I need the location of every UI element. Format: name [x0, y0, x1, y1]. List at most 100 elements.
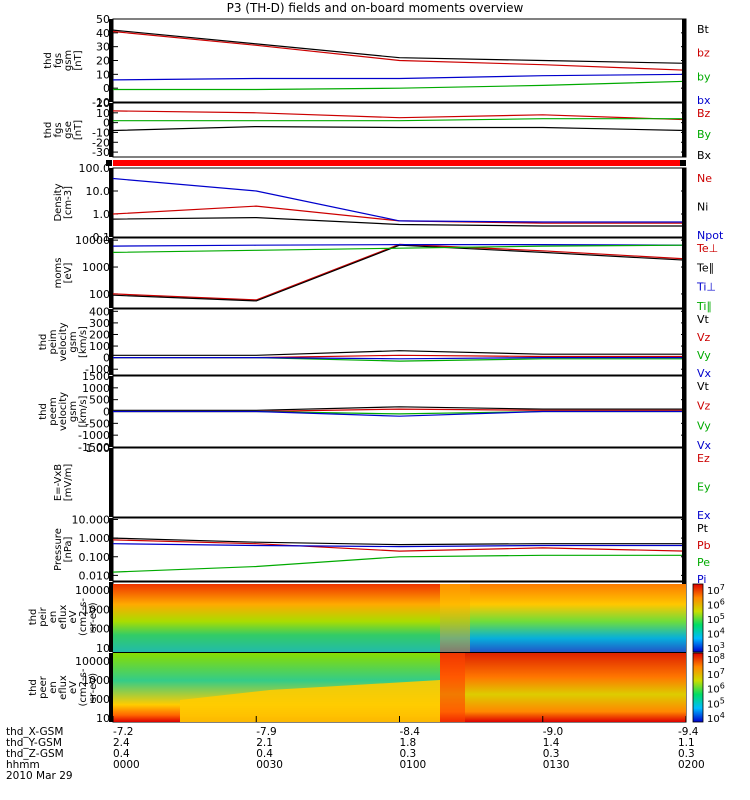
y-tick-label: 10: [96, 68, 110, 81]
y-axis-label-line: (cm2-s-: [78, 598, 89, 636]
y-axis-label: moms [eV]: [53, 258, 74, 289]
footer-row-label: thd_Z-GSM: [6, 748, 64, 760]
y-tick-label: 0: [103, 406, 110, 419]
y-axis-label-line: sr-eV): [88, 673, 99, 702]
panel-frame: [112, 102, 687, 158]
panel-temperature: 10000 1000 100 moms [eV] Te⊥ Te∥ Ti⊥ Ti∥: [53, 234, 718, 313]
y-tick-label: 10.0: [86, 185, 111, 198]
y-axis-label-line: thd: [38, 334, 49, 351]
y-tick-label: 1.000: [79, 532, 111, 545]
y-tick-label: 1000: [82, 603, 110, 616]
legend-entry: Ne: [697, 172, 712, 185]
y-axis-label-line: thd: [43, 52, 54, 69]
y-tick-label: 0.1: [93, 231, 111, 244]
y-axis-label: thd fgs gse [nT]: [43, 120, 84, 140]
y-axis-label-line: (cm2-s-: [78, 668, 89, 706]
footer-row-value: -7.9: [256, 726, 277, 738]
panel-edge: [109, 653, 113, 722]
series-line-Npot: [112, 177, 686, 223]
y-axis-label-line: [nT]: [73, 50, 84, 70]
panel-edge: [109, 448, 113, 517]
series-line-Bz: [112, 110, 687, 121]
series-line-Vx: [113, 357, 686, 360]
y-axis-label-line: thd: [38, 403, 49, 420]
y-axis-label-line: peim: [48, 329, 59, 354]
y-tick-label: 1.0: [93, 208, 111, 221]
series-line-bx: [112, 73, 687, 81]
legend-entry: Bt: [697, 23, 710, 36]
footer-row: hhmm 0000 0030 0100 0130 0200: [6, 759, 705, 771]
panel-edge: [682, 103, 686, 157]
y-tick-label: 300: [89, 317, 110, 330]
y-tick-label: 0: [103, 352, 110, 365]
legend-entry: Pb: [697, 539, 711, 552]
y-tick-label: -100: [85, 363, 110, 376]
y-axis-label-line: eflux: [58, 675, 69, 700]
legend-entry: Bx: [697, 149, 712, 162]
colorbar-1-label: 103: [707, 641, 725, 655]
y-axis-label-line: [nT]: [73, 120, 84, 140]
footer-row-value: 0.4: [256, 748, 273, 760]
y-tick-label: 100: [89, 693, 110, 706]
panel-frame: [112, 447, 687, 518]
y-tick-label: 1500: [82, 370, 110, 383]
y-tick-label: 100.0: [79, 162, 111, 175]
panel-edge: [109, 238, 113, 308]
legend-entry: Te⊥: [696, 242, 718, 255]
panel-edge: [682, 168, 686, 237]
footer-row-label: hhmm: [6, 759, 40, 771]
legend-entry: Vt: [697, 380, 710, 393]
y-axis-label-line: [eV]: [63, 263, 74, 284]
panel-edge: [682, 19, 686, 102]
y-tick-label: 1000: [82, 674, 110, 687]
y-axis-label: E=-VxB [mV/m]: [53, 464, 74, 502]
y-tick-label: 50: [96, 13, 110, 26]
legend-entry: Bz: [697, 107, 711, 120]
orbit-footer: thd_X-GSM -7.2 -7.9 -8.4 -9.0 -9.4 thd_Y-GSM 2.…: [6, 727, 705, 782]
series-line-Bx: [112, 125, 687, 132]
y-tick-label: 10000: [75, 655, 110, 668]
y-axis-label: thd peim velocity gsm [km/s]: [38, 322, 89, 361]
legend-entry: Pe: [697, 556, 710, 569]
colorbar-1-label: 107: [707, 583, 725, 597]
legend-entry: Vx: [697, 367, 712, 380]
series-line-Vt: [113, 350, 686, 356]
panel-edge: [109, 582, 113, 652]
colorbar-2-label: 106: [707, 682, 725, 696]
panel-edge: [682, 376, 686, 447]
y-tick-label: 1000: [82, 382, 110, 395]
legend-entry: Ti∥: [696, 300, 712, 313]
footer-row: thd_Y-GSM 2.4 2.1 1.8 1.4 1.1: [6, 738, 695, 749]
legend-entry: bz: [697, 47, 710, 60]
legend-entry: Te∥: [696, 261, 714, 274]
y-tick-label: 0: [103, 117, 110, 130]
y-tick-label: 100: [89, 340, 110, 353]
legend-entry: Vx: [697, 439, 712, 452]
y-axis-label: thd fgs gsm [nT]: [43, 50, 84, 71]
y-tick-label: 500: [89, 394, 110, 407]
y-axis-label-line: moms: [53, 258, 64, 289]
y-axis-label-line: peir: [38, 606, 49, 626]
y-axis-label-line: velocity: [58, 322, 69, 361]
series-line-Te⊥: [112, 243, 687, 301]
chart-title: P3 (TH-D) fields and on-board moments ov…: [226, 1, 524, 15]
y-axis-label: thd peer en eflux eV (cm2-s-sr-eV): [28, 668, 99, 706]
panel-pressure: 10.000 1.000 0.100 0.010 Pressure [nPa] Pt Pb Pe…: [53, 513, 711, 586]
y-axis-label-line: eV: [68, 610, 79, 623]
y-axis-label-line: peer: [38, 675, 49, 699]
y-axis-label-line: [km/s]: [78, 395, 89, 427]
footer-row-value: 1.4: [542, 737, 560, 749]
panel-edge: [682, 518, 686, 581]
series-line-Vt: [113, 406, 686, 411]
y-tick-label: 0: [103, 82, 110, 95]
y-tick-label: -30: [92, 146, 110, 159]
y-tick-label: 10000: [75, 584, 110, 597]
panel-edge: [682, 238, 686, 308]
y-axis-label-line: [nPa]: [63, 536, 74, 562]
legend-entry: Npot: [697, 229, 724, 242]
series-line-bz: [112, 30, 687, 71]
legend-entry: Ez: [697, 452, 710, 465]
legend-entry: Ni: [697, 201, 708, 214]
footer-row-value: 1.1: [678, 737, 695, 749]
